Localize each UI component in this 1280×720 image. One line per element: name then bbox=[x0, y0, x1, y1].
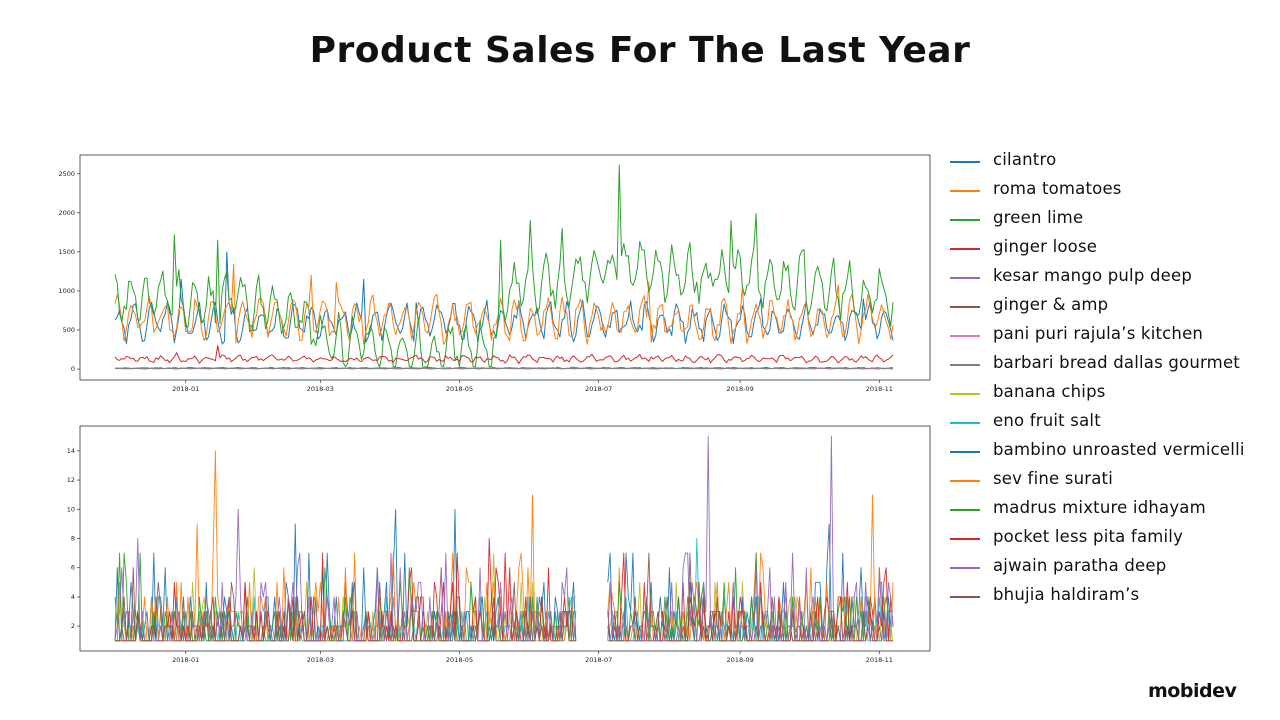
series-line-barbari-bread-dallas-gourmet bbox=[114, 367, 894, 370]
series-line-bhujia-haldiram-s bbox=[115, 552, 893, 642]
legend-label: banana chips bbox=[993, 382, 1106, 401]
x-tick-label: 2018-01 bbox=[172, 385, 199, 393]
y-tick-label: 500 bbox=[63, 326, 75, 334]
y-tick-label: 10 bbox=[67, 505, 75, 513]
legend-swatch bbox=[950, 480, 980, 482]
y-tick-label: 2500 bbox=[58, 170, 75, 178]
legend-label: pani puri rajula’s kitchen bbox=[993, 324, 1204, 343]
legend-label: cilantro bbox=[993, 150, 1057, 169]
legend-swatch bbox=[950, 364, 980, 366]
legend-label: ajwain paratha deep bbox=[993, 556, 1167, 575]
legend-label: pocket less pita family bbox=[993, 527, 1184, 546]
series-line-green-lime bbox=[114, 164, 894, 369]
legend-label: ginger & amp bbox=[993, 295, 1109, 314]
legend-swatch bbox=[950, 219, 980, 221]
legend-label: kesar mango pulp deep bbox=[993, 266, 1192, 285]
plot-frame bbox=[79, 154, 931, 381]
legend-label: roma tomatoes bbox=[993, 179, 1122, 198]
y-tick-label: 1000 bbox=[58, 287, 75, 295]
y-tick-label: 14 bbox=[67, 447, 75, 455]
legend-label: bambino unroasted vermicelli bbox=[993, 440, 1245, 459]
legend-swatch bbox=[950, 596, 980, 598]
series-line-roma-tomatoes bbox=[114, 263, 894, 345]
y-tick-label: 2 bbox=[71, 622, 75, 630]
x-tick-label: 2018-01 bbox=[172, 656, 199, 664]
charts-canvas: 0 500 1000 1500 2000 2500 2018-01 2018-03 2018-0… bbox=[58, 154, 931, 664]
y-tick-label: 4 bbox=[71, 593, 75, 601]
legend-label: green lime bbox=[993, 208, 1084, 227]
legend-label: eno fruit salt bbox=[993, 411, 1101, 430]
legend-swatch bbox=[950, 161, 980, 163]
x-tick-label: 2018-07 bbox=[585, 385, 612, 393]
legend-swatch bbox=[950, 335, 980, 337]
legend-swatch bbox=[950, 422, 980, 424]
bottom-sales-chart: 2 4 6 8 10 12 14 2018-01 2018-03 2018-05 2018-07 20… bbox=[67, 425, 931, 664]
legend-swatch bbox=[950, 567, 980, 569]
top-sales-chart: 0 500 1000 1500 2000 2500 2018-01 2018-03 2018-0… bbox=[58, 154, 931, 393]
series-line-ginger-loose bbox=[114, 345, 894, 364]
legend-label: sev fine surati bbox=[993, 469, 1114, 488]
legend-label: ginger loose bbox=[993, 237, 1098, 256]
page-title: Product Sales For The Last Year bbox=[309, 30, 971, 71]
y-tick-label: 2000 bbox=[58, 209, 75, 217]
brand-logo: mobidev bbox=[1148, 680, 1237, 702]
x-tick-label: 2018-11 bbox=[866, 656, 893, 664]
x-tick-label: 2018-09 bbox=[727, 656, 754, 664]
legend-label: bhujia haldiram’s bbox=[993, 585, 1140, 604]
y-tick-label: 6 bbox=[71, 564, 75, 572]
legend-swatch bbox=[950, 451, 980, 453]
legend-swatch bbox=[950, 509, 980, 511]
x-tick-label: 2018-11 bbox=[866, 385, 893, 393]
x-tick-label: 2018-05 bbox=[446, 656, 473, 664]
legend-label: barbari bread dallas gourmet bbox=[993, 353, 1240, 372]
legend-swatch bbox=[950, 190, 980, 192]
x-tick-label: 2018-03 bbox=[307, 656, 334, 664]
x-tick-label: 2018-05 bbox=[446, 385, 473, 393]
legend-swatch bbox=[950, 306, 980, 308]
legend-swatch bbox=[950, 538, 980, 540]
legend-swatch bbox=[950, 393, 980, 395]
y-tick-label: 12 bbox=[67, 476, 75, 484]
x-tick-label: 2018-07 bbox=[585, 656, 612, 664]
y-tick-label: 1500 bbox=[58, 248, 75, 256]
x-tick-label: 2018-03 bbox=[307, 385, 334, 393]
y-tick-label: 0 bbox=[71, 365, 75, 373]
legend-swatch bbox=[950, 248, 980, 250]
legend-swatch bbox=[950, 277, 980, 279]
y-tick-label: 8 bbox=[71, 535, 75, 543]
legend-label: madrus mixture idhayam bbox=[993, 498, 1206, 517]
x-tick-label: 2018-09 bbox=[727, 385, 754, 393]
